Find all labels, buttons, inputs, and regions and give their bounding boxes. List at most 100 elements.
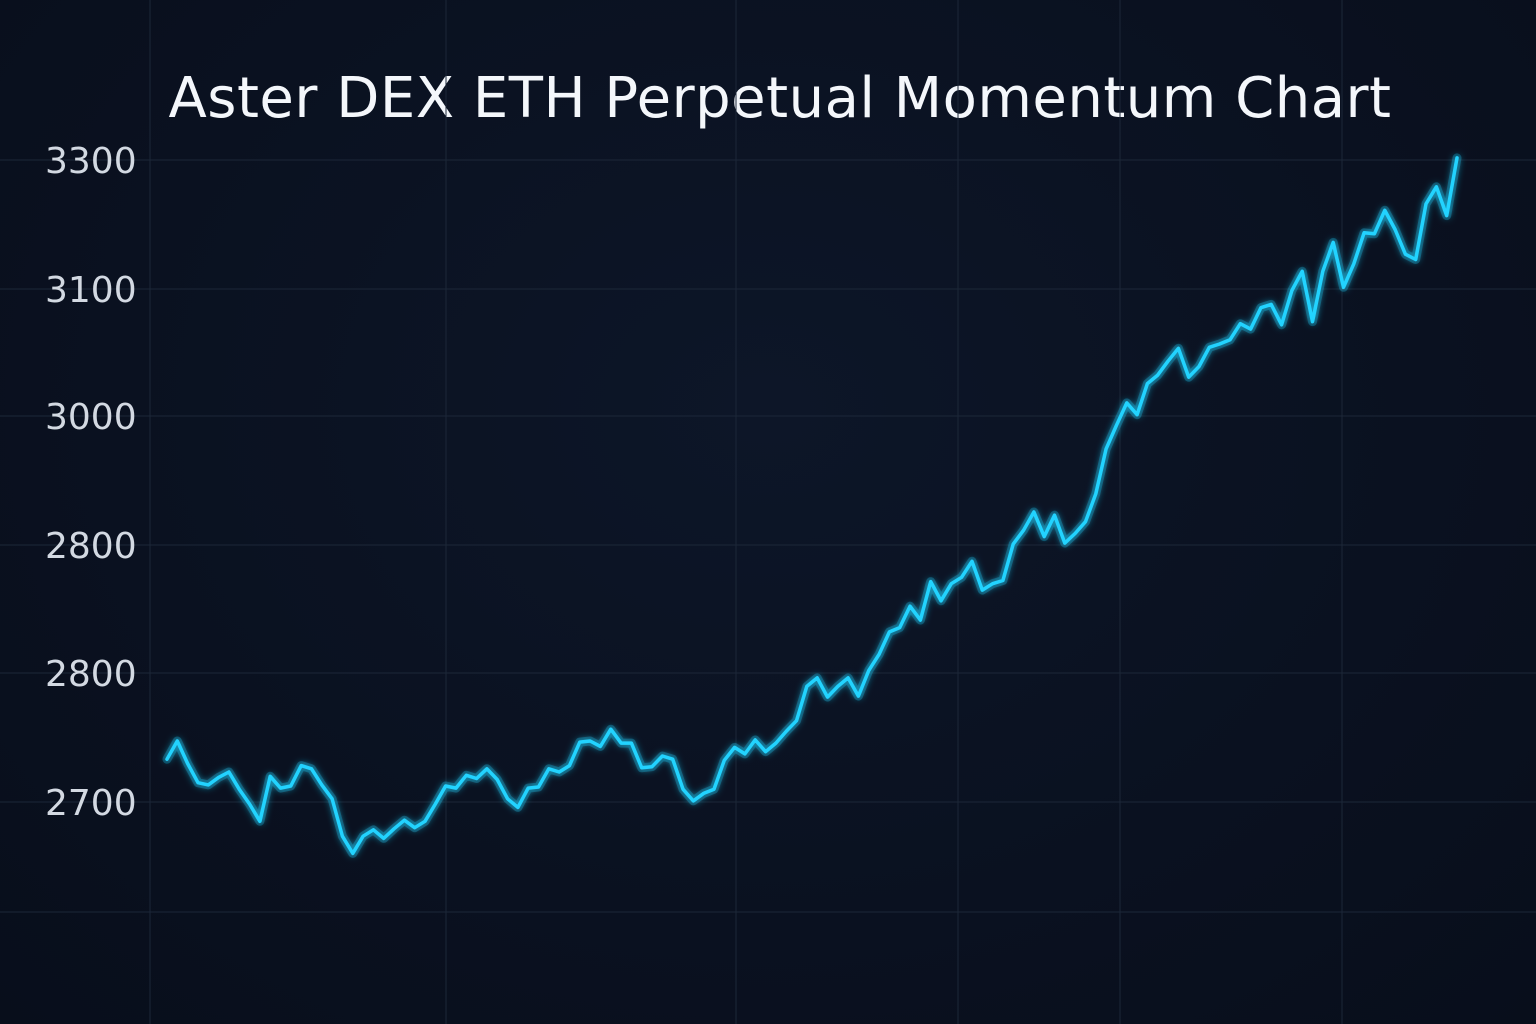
data-point	[764, 750, 768, 754]
data-point	[1259, 306, 1263, 310]
data-point	[1187, 375, 1191, 379]
data-point	[1011, 542, 1015, 546]
data-point	[784, 729, 788, 733]
data-point	[629, 741, 633, 745]
data-point	[186, 762, 190, 766]
data-point	[547, 767, 551, 771]
data-point	[1424, 202, 1428, 206]
data-point	[361, 834, 365, 838]
data-point	[1125, 401, 1129, 405]
data-point	[733, 745, 737, 749]
data-point	[826, 695, 830, 699]
data-point	[1145, 382, 1149, 386]
data-point	[464, 773, 468, 777]
data-point	[289, 784, 293, 788]
data-point	[444, 784, 448, 788]
data-point	[1249, 327, 1253, 331]
data-point	[1403, 252, 1407, 256]
data-point	[660, 754, 664, 758]
data-point	[1032, 510, 1036, 514]
y-tick-label: 2800	[45, 654, 137, 695]
data-point	[691, 799, 695, 803]
data-point	[1455, 156, 1459, 160]
data-point	[1331, 240, 1335, 244]
data-point	[320, 783, 324, 787]
data-point	[1094, 492, 1098, 496]
data-point	[227, 770, 231, 774]
data-point	[1342, 285, 1346, 289]
data-point	[402, 818, 406, 822]
data-point	[640, 766, 644, 770]
data-point	[1042, 535, 1046, 539]
data-point	[578, 740, 582, 744]
data-point	[702, 791, 706, 795]
data-point	[939, 599, 943, 603]
data-point	[598, 744, 602, 748]
data-point	[237, 787, 241, 791]
data-point	[1372, 232, 1376, 236]
data-point	[1383, 208, 1387, 212]
data-point	[619, 741, 623, 745]
data-point	[506, 797, 510, 801]
y-tick-label: 3000	[45, 397, 137, 438]
y-axis-tick-labels: 3300 3100 3000 2800 2800 2700	[45, 141, 137, 824]
data-point	[248, 802, 252, 806]
data-point	[898, 626, 902, 630]
data-point	[495, 778, 499, 782]
data-point	[887, 630, 891, 634]
data-point	[413, 826, 417, 830]
data-point	[310, 767, 314, 771]
data-point	[557, 770, 561, 774]
price-line	[165, 156, 1459, 856]
data-point	[526, 786, 530, 790]
data-point	[516, 805, 520, 809]
data-point	[1238, 322, 1242, 326]
data-point	[392, 827, 396, 831]
data-point	[1053, 513, 1057, 517]
data-point	[1197, 365, 1201, 369]
chart-title: Aster DEX ETH Perpetual Momentum Chart	[168, 66, 1392, 131]
data-point	[1166, 359, 1170, 363]
data-point	[371, 828, 375, 832]
data-point	[1156, 373, 1160, 377]
y-tick-label: 2700	[45, 783, 137, 824]
data-point	[1445, 214, 1449, 218]
data-point	[175, 739, 179, 743]
data-point	[1176, 346, 1180, 350]
data-points	[165, 156, 1459, 856]
data-point	[258, 819, 262, 823]
data-point	[1114, 423, 1118, 427]
data-point	[1362, 231, 1366, 235]
data-point	[877, 652, 881, 656]
data-point	[268, 774, 272, 778]
y-tick-label: 2800	[45, 526, 137, 567]
data-point	[960, 575, 964, 579]
data-point	[423, 819, 427, 823]
data-point	[1280, 323, 1284, 327]
data-point	[1084, 520, 1088, 524]
data-point	[815, 676, 819, 680]
data-point	[1022, 528, 1026, 532]
data-point	[382, 836, 386, 840]
data-point	[1073, 531, 1077, 535]
data-point	[206, 783, 210, 787]
y-tick-label: 3300	[45, 141, 137, 182]
data-point	[867, 668, 871, 672]
data-point	[1228, 338, 1232, 342]
data-point	[454, 786, 458, 790]
data-point	[351, 851, 355, 855]
data-point	[165, 757, 169, 761]
data-point	[1414, 258, 1418, 262]
data-point	[568, 764, 572, 768]
data-point	[918, 618, 922, 622]
price-line-glow	[162, 153, 1462, 858]
data-point	[1207, 345, 1211, 349]
data-point	[795, 719, 799, 723]
data-point	[1311, 320, 1315, 324]
data-point	[1393, 228, 1397, 232]
data-point	[991, 582, 995, 586]
data-point	[856, 694, 860, 698]
data-point	[949, 582, 953, 586]
